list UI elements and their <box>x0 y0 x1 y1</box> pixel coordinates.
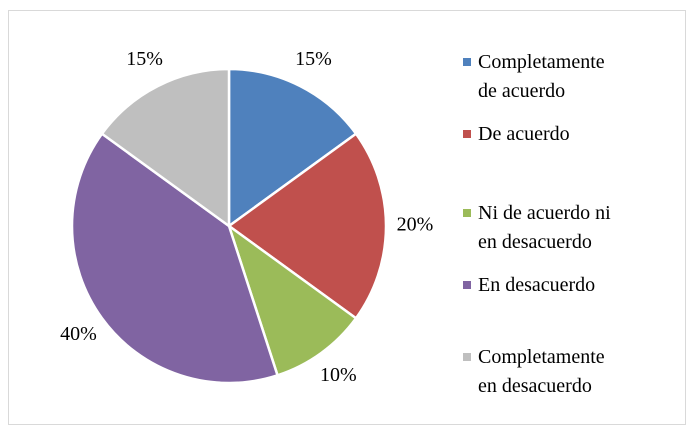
legend-label: De acuerdo <box>478 123 570 145</box>
legend-swatch <box>463 209 471 217</box>
legend-swatch <box>463 130 471 138</box>
pie-slice <box>226 131 388 321</box>
pie-slice <box>227 67 358 229</box>
data-label: 10% <box>320 364 357 386</box>
legend-label: En desacuerdo <box>478 274 596 296</box>
data-label: 15% <box>295 48 332 70</box>
legend-swatch <box>463 58 471 66</box>
chart-frame <box>8 10 686 425</box>
legend-label: Completamente en desacuerdo <box>478 346 605 397</box>
legend-label: Ni de acuerdo ni en desacuerdo <box>478 202 611 253</box>
legend-swatch <box>463 281 471 289</box>
pie-slice <box>100 67 231 229</box>
data-label: 40% <box>60 323 97 345</box>
legend-label: Completamente de acuerdo <box>478 51 605 102</box>
data-label: 15% <box>126 48 163 70</box>
data-label: 20% <box>397 214 434 236</box>
pie-slice <box>70 131 280 385</box>
pie-slice <box>226 222 358 377</box>
legend-swatch <box>463 353 471 361</box>
